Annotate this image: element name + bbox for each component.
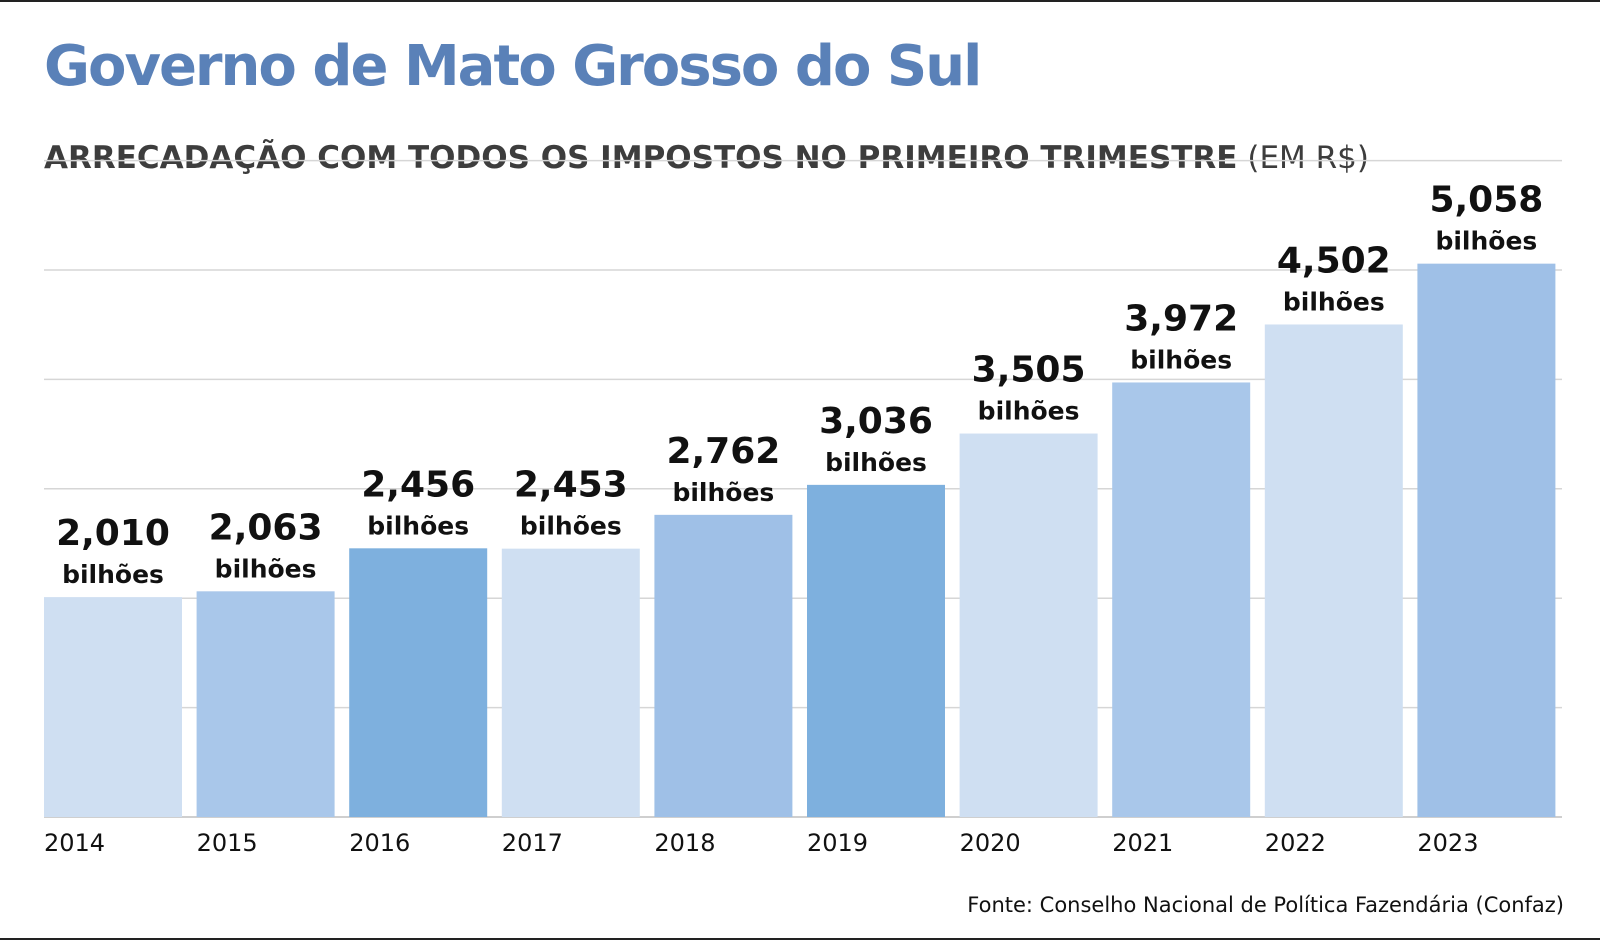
unit-label-2015: bilhões bbox=[215, 554, 317, 583]
value-label-2016: 2,456 bbox=[361, 464, 475, 505]
value-label-2017: 2,453 bbox=[514, 465, 628, 506]
x-tick-label-2022: 2022 bbox=[1265, 829, 1326, 857]
value-label-2018: 2,762 bbox=[666, 431, 780, 472]
unit-label-2023: bilhões bbox=[1435, 227, 1537, 256]
bar-2014 bbox=[44, 597, 182, 817]
unit-label-2022: bilhões bbox=[1283, 287, 1385, 316]
subtitle-unit: (EM R$) bbox=[1247, 140, 1369, 176]
value-label-2019: 3,036 bbox=[819, 401, 933, 442]
bar-2017 bbox=[501, 548, 640, 817]
x-tick-label-2018: 2018 bbox=[654, 829, 715, 857]
unit-label-2014: bilhões bbox=[62, 560, 164, 589]
x-tick-label-2017: 2017 bbox=[502, 829, 563, 857]
bar-2019 bbox=[807, 484, 945, 817]
value-label-2023: 5,058 bbox=[1429, 180, 1543, 221]
bar-2023 bbox=[1417, 263, 1556, 817]
bar-2022 bbox=[1264, 324, 1403, 817]
x-axis: 2014 2015 2016 2017 2018 2019 2020 2021 2022 2023 bbox=[44, 829, 1478, 857]
source-note: Fonte: Conselho Nacional de Política Faz… bbox=[967, 893, 1564, 917]
value-label-2014: 2,010 bbox=[56, 513, 170, 554]
value-label-2020: 3,505 bbox=[972, 350, 1086, 391]
bar-2020 bbox=[959, 433, 1098, 817]
x-tick-label-2015: 2015 bbox=[197, 829, 258, 857]
x-tick-label-2020: 2020 bbox=[960, 829, 1021, 857]
value-label-2022: 4,502 bbox=[1277, 240, 1391, 281]
unit-label-2017: bilhões bbox=[520, 512, 622, 541]
value-label-2015: 2,063 bbox=[209, 507, 323, 548]
x-tick-label-2014: 2014 bbox=[44, 829, 105, 857]
bar-2015 bbox=[196, 591, 335, 817]
subtitle-main: ARRECADAÇÃO COM TODOS OS IMPOSTOS NO PRI… bbox=[44, 140, 1238, 176]
x-tick-label-2016: 2016 bbox=[349, 829, 410, 857]
bars bbox=[44, 263, 1556, 817]
x-tick-label-2019: 2019 bbox=[807, 829, 868, 857]
chart-title: Governo de Mato Grosso do Sul bbox=[44, 34, 982, 99]
chart-subtitle: ARRECADAÇÃO COM TODOS OS IMPOSTOS NO PRI… bbox=[44, 140, 1369, 176]
value-label-2021: 3,972 bbox=[1124, 298, 1238, 339]
unit-label-2021: bilhões bbox=[1130, 345, 1232, 374]
bar-2018 bbox=[654, 514, 793, 817]
x-tick-label-2023: 2023 bbox=[1417, 829, 1478, 857]
unit-label-2019: bilhões bbox=[825, 448, 927, 477]
bar-2016 bbox=[349, 548, 488, 817]
bar-labels: 2,010 bilhões 2,063 bilhões 2,456 bilhões 2,45… bbox=[56, 180, 1543, 589]
unit-label-2016: bilhões bbox=[367, 511, 469, 540]
unit-label-2020: bilhões bbox=[978, 397, 1080, 426]
x-tick-label-2021: 2021 bbox=[1112, 829, 1173, 857]
unit-label-2018: bilhões bbox=[672, 478, 774, 507]
bar-2021 bbox=[1112, 382, 1251, 817]
